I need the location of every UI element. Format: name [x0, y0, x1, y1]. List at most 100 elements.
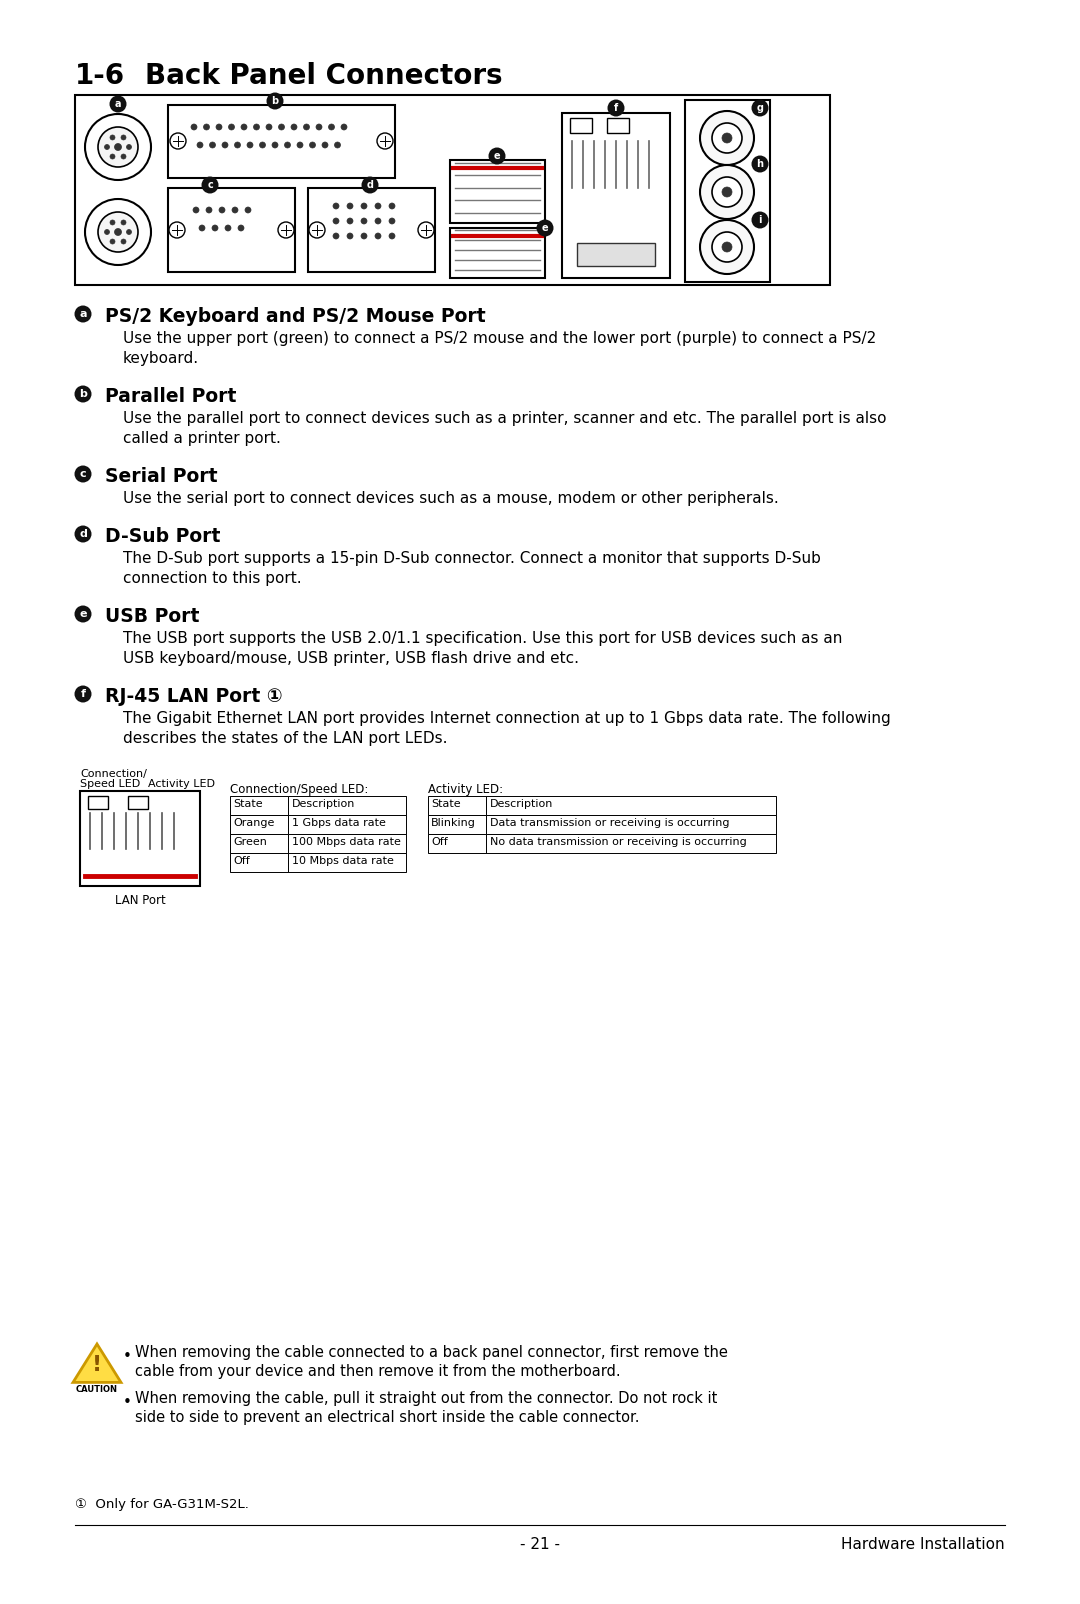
- Circle shape: [316, 124, 322, 130]
- Text: D-Sub Port: D-Sub Port: [105, 528, 220, 545]
- Circle shape: [361, 233, 367, 239]
- Circle shape: [377, 133, 393, 149]
- Circle shape: [333, 204, 339, 209]
- Polygon shape: [230, 815, 288, 834]
- Text: Use the serial port to connect devices such as a mouse, modem or other periphera: Use the serial port to connect devices s…: [123, 491, 779, 505]
- Text: d: d: [79, 529, 86, 539]
- Text: The Gigabit Ethernet LAN port provides Internet connection at up to 1 Gbps data : The Gigabit Ethernet LAN port provides I…: [123, 711, 891, 727]
- Circle shape: [712, 176, 742, 207]
- Polygon shape: [288, 796, 406, 815]
- Circle shape: [229, 124, 234, 130]
- Circle shape: [105, 229, 109, 234]
- Polygon shape: [428, 796, 486, 815]
- Circle shape: [193, 207, 199, 213]
- Text: State: State: [233, 799, 262, 808]
- Text: Activity LED:: Activity LED:: [428, 783, 503, 796]
- Text: g: g: [756, 103, 764, 112]
- Circle shape: [361, 218, 367, 225]
- Circle shape: [225, 225, 231, 231]
- Text: The D-Sub port supports a 15-pin D-Sub connector. Connect a monitor that support: The D-Sub port supports a 15-pin D-Sub c…: [123, 552, 821, 566]
- Text: - 21 -: - 21 -: [519, 1537, 561, 1553]
- Circle shape: [75, 385, 92, 403]
- Text: Off: Off: [233, 857, 249, 866]
- Text: ①  Only for GA-G31M-S2L.: ① Only for GA-G31M-S2L.: [75, 1498, 248, 1511]
- Text: Use the parallel port to connect devices such as a printer, scanner and etc. The: Use the parallel port to connect devices…: [123, 411, 887, 427]
- Polygon shape: [562, 112, 670, 277]
- Circle shape: [191, 124, 197, 130]
- Text: c: c: [207, 180, 213, 189]
- Circle shape: [222, 143, 228, 148]
- Circle shape: [247, 143, 253, 148]
- Circle shape: [121, 220, 126, 225]
- Text: Hardware Installation: Hardware Installation: [841, 1537, 1005, 1553]
- Circle shape: [752, 212, 769, 228]
- Circle shape: [75, 465, 92, 483]
- Circle shape: [322, 143, 328, 148]
- Circle shape: [110, 239, 114, 244]
- Circle shape: [75, 305, 92, 322]
- Text: a: a: [79, 310, 86, 319]
- Text: Data transmission or receiving is occurring: Data transmission or receiving is occurr…: [490, 818, 729, 828]
- Text: Parallel Port: Parallel Port: [105, 387, 237, 406]
- Text: Use the upper port (green) to connect a PS/2 mouse and the lower port (purple) t: Use the upper port (green) to connect a …: [123, 330, 876, 346]
- Circle shape: [197, 143, 203, 148]
- Polygon shape: [450, 228, 545, 277]
- Circle shape: [375, 233, 381, 239]
- Circle shape: [723, 242, 732, 252]
- Circle shape: [389, 204, 395, 209]
- Circle shape: [341, 124, 347, 130]
- Circle shape: [700, 220, 754, 274]
- Circle shape: [309, 221, 325, 237]
- Circle shape: [206, 207, 212, 213]
- Text: Orange: Orange: [233, 818, 274, 828]
- Text: c: c: [80, 468, 86, 480]
- Text: Speed LED: Speed LED: [80, 780, 140, 789]
- Text: When removing the cable, pull it straight out from the connector. Do not rock it: When removing the cable, pull it straigh…: [135, 1391, 717, 1407]
- Circle shape: [168, 221, 185, 237]
- Circle shape: [333, 218, 339, 225]
- Circle shape: [121, 135, 126, 140]
- Text: describes the states of the LAN port LEDs.: describes the states of the LAN port LED…: [123, 731, 447, 746]
- Text: e: e: [494, 151, 500, 160]
- Circle shape: [291, 124, 297, 130]
- Circle shape: [170, 133, 186, 149]
- Polygon shape: [73, 1344, 121, 1383]
- Text: side to side to prevent an electrical short inside the cable connector.: side to side to prevent an electrical sh…: [135, 1410, 639, 1424]
- Polygon shape: [230, 796, 288, 815]
- Circle shape: [114, 228, 121, 236]
- Polygon shape: [486, 815, 777, 834]
- Circle shape: [712, 124, 742, 152]
- Circle shape: [328, 124, 335, 130]
- Text: cable from your device and then remove it from the motherboard.: cable from your device and then remove i…: [135, 1363, 621, 1379]
- Circle shape: [375, 218, 381, 225]
- Circle shape: [723, 133, 732, 143]
- Text: Description: Description: [292, 799, 355, 808]
- Polygon shape: [450, 160, 545, 223]
- Circle shape: [238, 225, 244, 231]
- Text: 1-6: 1-6: [75, 63, 125, 90]
- Text: Back Panel Connectors: Back Panel Connectors: [145, 63, 502, 90]
- Circle shape: [105, 144, 109, 149]
- Text: b: b: [79, 390, 86, 399]
- Text: LAN Port: LAN Port: [114, 893, 165, 906]
- Text: d: d: [366, 180, 374, 189]
- Circle shape: [266, 124, 272, 130]
- Polygon shape: [168, 104, 395, 178]
- Circle shape: [700, 165, 754, 220]
- Circle shape: [203, 124, 210, 130]
- Circle shape: [607, 99, 624, 117]
- Polygon shape: [607, 119, 629, 133]
- Circle shape: [362, 176, 378, 194]
- Circle shape: [752, 99, 769, 117]
- Circle shape: [126, 229, 132, 234]
- Polygon shape: [129, 796, 148, 808]
- Circle shape: [700, 111, 754, 165]
- Polygon shape: [80, 791, 200, 885]
- Circle shape: [347, 218, 353, 225]
- Polygon shape: [288, 834, 406, 853]
- Circle shape: [303, 124, 310, 130]
- Polygon shape: [570, 119, 592, 133]
- Circle shape: [347, 233, 353, 239]
- Text: connection to this port.: connection to this port.: [123, 571, 301, 585]
- Circle shape: [234, 143, 241, 148]
